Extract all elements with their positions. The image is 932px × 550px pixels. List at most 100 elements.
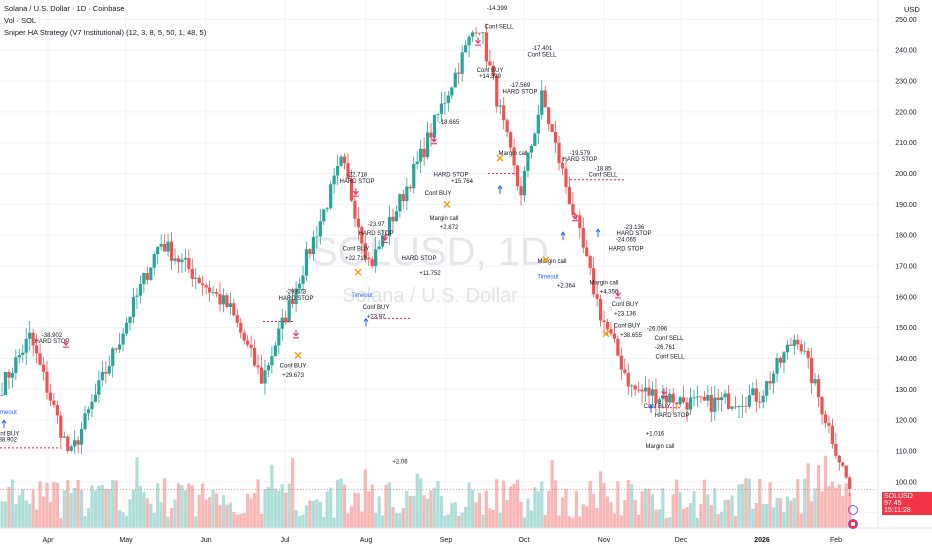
candle-body — [367, 257, 371, 260]
volume-bar — [470, 489, 475, 528]
volume-bar — [633, 500, 637, 528]
time-axis[interactable]: Apr May Jun Jul Aug Sep Oct Nov Dec 2026 Feb — [0, 527, 932, 544]
volume-bar — [48, 502, 53, 528]
candle-body — [322, 209, 326, 222]
candle-body — [131, 296, 136, 318]
volume-bar — [740, 483, 745, 528]
annotation-label: Conf BUY — [614, 324, 641, 330]
candle-body — [356, 218, 360, 228]
volume-bar — [574, 491, 578, 528]
candle-body — [429, 132, 433, 138]
candle-body — [28, 332, 32, 339]
volume-bar — [702, 479, 706, 528]
volume-bar — [830, 481, 834, 528]
volume-bar — [377, 496, 381, 528]
volume-bar — [332, 517, 336, 528]
candle-body — [474, 32, 478, 34]
volume-bar — [827, 486, 831, 528]
candle-body — [118, 344, 122, 350]
y-tick-label: 200.00 — [895, 171, 917, 178]
candle-body — [408, 186, 412, 189]
annotation-label: -19.579 — [570, 151, 591, 157]
volume-bar — [59, 517, 63, 528]
candle-body — [48, 392, 53, 401]
flag-icon[interactable] — [848, 519, 858, 529]
volume-bar — [543, 514, 547, 528]
candle-body — [792, 339, 796, 346]
candle-body — [301, 275, 305, 284]
volume-bar — [682, 508, 686, 528]
annotation-label: Conf SELL — [654, 336, 684, 342]
volume-bar — [201, 483, 205, 528]
candle-body — [387, 216, 392, 237]
annotation-label: +38.902 — [0, 438, 18, 444]
volume-bar — [287, 483, 291, 528]
annotation-label: -14.399 — [487, 6, 508, 12]
candle-body — [21, 352, 25, 355]
candle-body — [235, 315, 239, 323]
volume-bar — [612, 513, 617, 528]
volume-bar — [467, 482, 471, 528]
candle-body — [574, 214, 578, 216]
volume-bar — [789, 500, 793, 528]
volume-bar — [339, 478, 343, 528]
buy-arrow-marker — [595, 228, 601, 238]
volume-bar — [228, 502, 232, 528]
candle-body — [457, 72, 461, 74]
annotation-label: +15.764 — [451, 179, 474, 185]
candle-body — [671, 393, 675, 403]
volume-bar — [38, 481, 42, 528]
candle-body — [363, 243, 367, 258]
candle-body — [467, 36, 471, 46]
candle-body — [640, 389, 644, 392]
candle-body — [782, 352, 786, 363]
symbol-title[interactable]: Solana / U.S. Dollar · 1D · Coinbase — [4, 4, 125, 13]
annotation-label: -23.97 — [367, 222, 385, 228]
volume-bar — [211, 489, 215, 528]
volume-legend[interactable]: Vol · SOL — [4, 16, 37, 25]
volume-bar — [163, 478, 167, 528]
y-tick-label: 180.00 — [895, 233, 917, 240]
candle-body — [422, 148, 426, 158]
candle-body — [664, 395, 668, 403]
candle-body — [17, 354, 21, 358]
sell-arrow-marker — [615, 289, 621, 299]
candle-body — [588, 256, 592, 269]
volume-bar — [727, 499, 731, 528]
annotation-label: +2.06 — [392, 459, 408, 465]
candle-body — [602, 320, 606, 323]
volume-bar — [841, 495, 845, 528]
timeout-label: Timeout — [537, 274, 559, 280]
annotation-label: HARD STOP — [340, 179, 375, 185]
volume-bar — [45, 483, 49, 528]
candle-body — [311, 236, 315, 255]
candle-body — [626, 372, 630, 387]
volume-bar — [550, 460, 554, 528]
annotation-label: HARD STOP — [617, 231, 652, 237]
volume-bar — [792, 498, 796, 528]
candle-body — [477, 32, 482, 34]
candle-body — [713, 397, 717, 412]
volume-bar — [315, 499, 319, 528]
price-axis[interactable]: 90.00100.00110.00120.00130.00140.00150.0… — [877, 0, 917, 528]
candle-body — [242, 332, 246, 341]
watermark-ticker: SOLUSD, 1D — [311, 230, 549, 274]
candle-body — [221, 295, 226, 305]
volume-bar — [806, 463, 810, 528]
candle-body — [291, 299, 295, 305]
candle-body — [405, 186, 409, 202]
timeout-label: Timeout — [0, 410, 17, 416]
strategy-legend[interactable]: Sniper HA Strategy (V7 Institutional) (1… — [4, 28, 207, 37]
x-tick-label: Sep — [440, 537, 453, 544]
volume-bar — [0, 501, 4, 528]
y-tick-label: 240.00 — [895, 48, 917, 55]
sell-arrow-marker — [382, 234, 388, 243]
volume-bar — [598, 471, 603, 528]
alert-clock-icon[interactable] — [848, 505, 858, 515]
volume-bar — [401, 508, 405, 528]
buy-arrow-marker — [497, 185, 503, 194]
candle-body — [83, 413, 87, 430]
volume-bar — [35, 509, 39, 528]
candle-body — [661, 395, 665, 400]
